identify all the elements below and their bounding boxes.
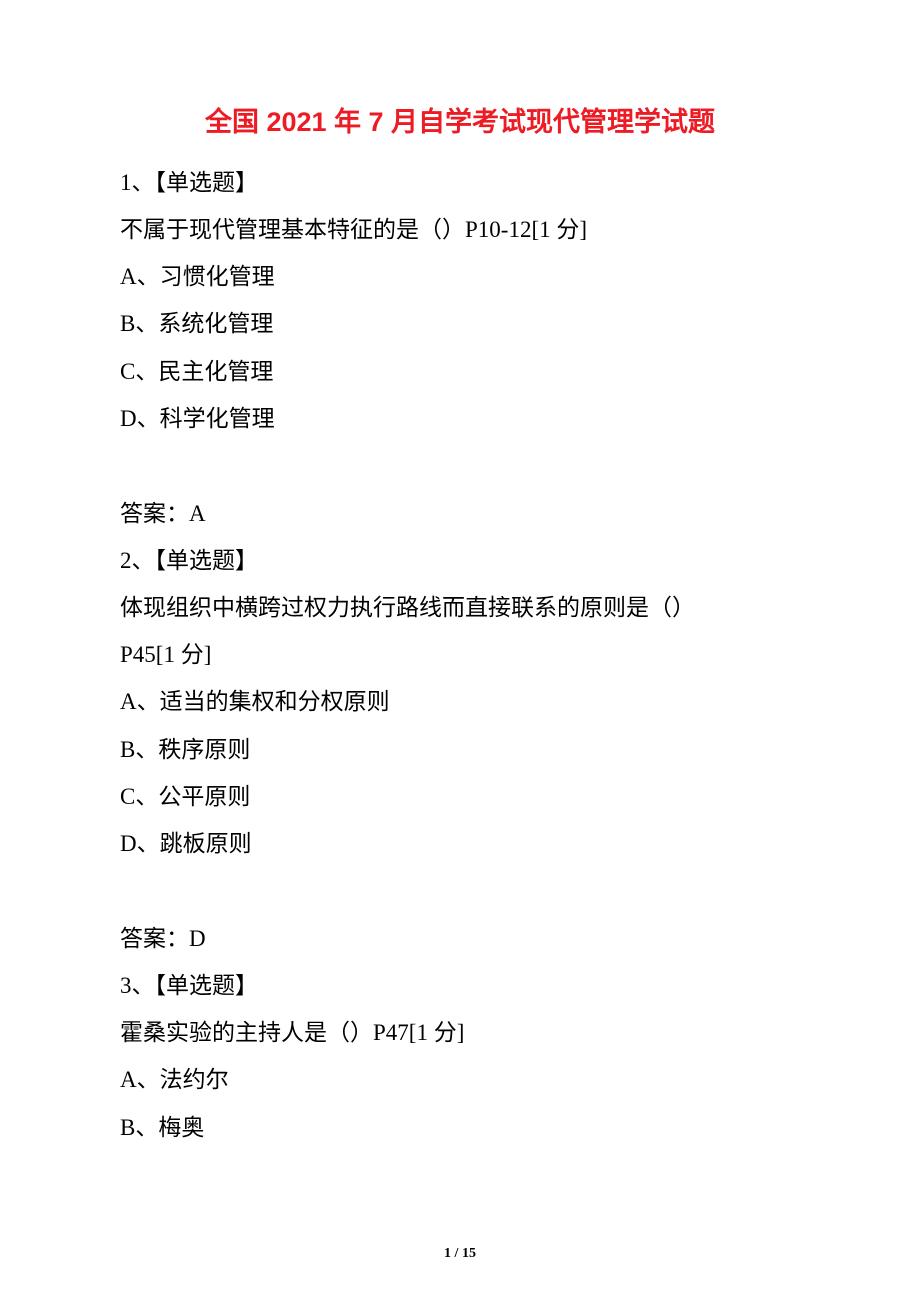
document-content: 1、【单选题】 不属于现代管理基本特征的是（）P10-12[1 分] A、习惯化… — [120, 159, 800, 1151]
question-header: 1、【单选题】 — [120, 159, 800, 206]
question-option: B、秩序原则 — [120, 726, 800, 773]
page-number: 1 / 15 — [444, 1246, 476, 1262]
question-option: A、习惯化管理 — [120, 253, 800, 300]
question-option: C、民主化管理 — [120, 348, 800, 395]
spacer — [120, 867, 800, 915]
question-stem: P45[1 分] — [120, 631, 800, 678]
question-option: D、跳板原则 — [120, 820, 800, 867]
question-stem: 体现组织中横跨过权力执行路线而直接联系的原则是（） — [120, 584, 800, 631]
question-answer: 答案：D — [120, 915, 800, 962]
question-option: A、法约尔 — [120, 1056, 800, 1103]
question-header: 2、【单选题】 — [120, 537, 800, 584]
question-header: 3、【单选题】 — [120, 962, 800, 1009]
question-option: D、科学化管理 — [120, 395, 800, 442]
question-option: C、公平原则 — [120, 773, 800, 820]
question-option: B、梅奥 — [120, 1104, 800, 1151]
question-option: A、适当的集权和分权原则 — [120, 678, 800, 725]
question-answer: 答案：A — [120, 490, 800, 537]
question-option: B、系统化管理 — [120, 300, 800, 347]
question-stem: 霍桑实验的主持人是（）P47[1 分] — [120, 1009, 800, 1056]
document-title: 全国 2021 年 7 月自学考试现代管理学试题 — [120, 100, 800, 139]
spacer — [120, 442, 800, 490]
question-stem: 不属于现代管理基本特征的是（）P10-12[1 分] — [120, 206, 800, 253]
